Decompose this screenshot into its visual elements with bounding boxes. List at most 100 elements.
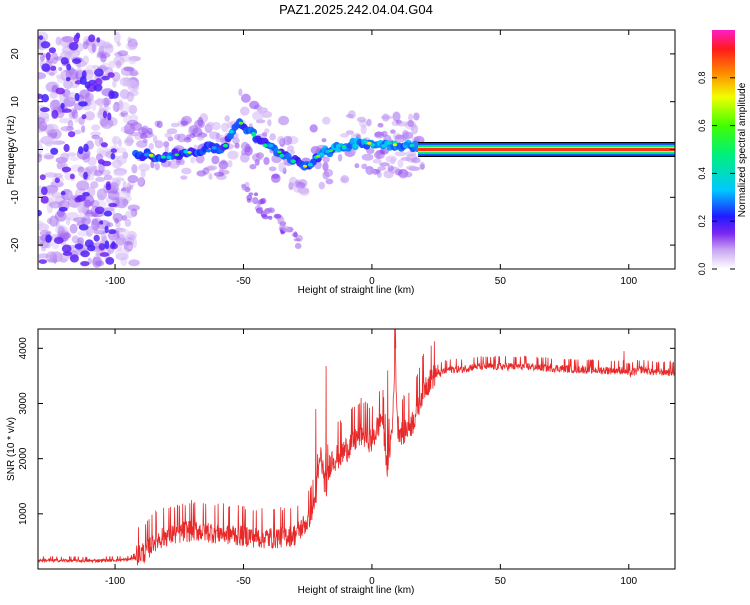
spectrogram-cell-459 — [60, 57, 69, 65]
spectrogram-cell-764 — [164, 132, 172, 138]
spectrogram-cell-689 — [278, 162, 286, 173]
spectrogram-cell-406 — [129, 69, 139, 77]
spectrogram-cell-464 — [53, 237, 64, 244]
spectrogram-cell-814 — [253, 192, 259, 197]
spectrogram-cell-970 — [238, 121, 244, 125]
spectrogram-cell-942 — [183, 150, 189, 154]
spectrogram-cell-316 — [49, 99, 61, 111]
spectrogram-cell-522 — [322, 156, 330, 163]
spectrogram-cell-448 — [62, 251, 73, 256]
spectrogram-cell-707 — [381, 113, 390, 122]
spectrogram-cell-244 — [117, 50, 129, 57]
spectrogram-cell-305 — [61, 36, 75, 43]
spectrogram-cell-303 — [44, 172, 58, 178]
spectrogram-cell-335 — [69, 223, 78, 234]
snr-xtick-label: -100 — [105, 576, 125, 587]
spectrogram-cell-943 — [206, 148, 212, 153]
spectrogram-cell-475 — [103, 210, 113, 217]
spectrogram-cell-283 — [111, 177, 125, 182]
spectrogram-ytick-label: 10 — [10, 96, 21, 108]
spectrogram-cell-563 — [268, 166, 277, 172]
spectrogram-cell-438 — [107, 72, 115, 78]
spectrogram-cell-410 — [127, 79, 140, 91]
spectrogram-cell-807 — [257, 206, 263, 212]
spectrogram-cell-804 — [262, 210, 271, 215]
spectrogram-cell-375 — [118, 190, 128, 200]
spectrogram-cell-393 — [100, 117, 114, 129]
spectrogram-cell-470 — [45, 234, 52, 243]
spectrogram-cell-752 — [240, 106, 250, 116]
spectrogram-cell-499 — [54, 177, 60, 184]
spectrogram-cell-507 — [83, 143, 89, 153]
snr-ylabel: SNR (10 * v/v) — [6, 417, 17, 481]
spectrogram-cell-133 — [128, 58, 137, 65]
spectrogram-cell-370 — [77, 237, 84, 245]
spectrogram-cell-946 — [228, 129, 234, 134]
spectrogram-cell-941 — [166, 155, 172, 160]
spectrogram-cell-963 — [386, 141, 392, 145]
spectrogram-cell-136 — [125, 210, 136, 219]
spectrogram-cell-574 — [267, 119, 272, 127]
colorbar-gradient — [712, 30, 735, 269]
spectrogram-xtick-label: 0 — [369, 276, 375, 287]
spectrogram-cell-345 — [118, 229, 131, 239]
spectrogram-cell-367 — [57, 226, 65, 237]
spectrogram-cell-803 — [260, 214, 268, 218]
spectrogram-cell-978 — [392, 143, 398, 147]
spectrogram-cell-767 — [154, 162, 160, 171]
spectrogram-cell-754 — [148, 142, 154, 151]
spectrogram-cell-701 — [197, 135, 205, 141]
spectrogram-cell-246 — [113, 171, 126, 177]
spectrogram-cell-423 — [50, 147, 59, 155]
spectrogram-cell-460 — [108, 90, 115, 100]
spectrogram-cell-729 — [379, 148, 389, 155]
colorbar-tick-label: 0.0 — [697, 263, 707, 276]
spectrogram-cell-605 — [374, 131, 383, 137]
spectrogram-cell-386 — [118, 100, 124, 111]
spectrogram-cell-800 — [273, 213, 282, 219]
spectrogram-cell-418 — [38, 153, 43, 163]
spectrogram-cell-257 — [127, 204, 140, 211]
spectrogram-cell-726 — [264, 128, 270, 134]
spectrogram-cell-950 — [273, 148, 279, 152]
spectrogram-cell-622 — [211, 155, 220, 165]
spectrogram-cell-314 — [127, 244, 134, 250]
spectrogram-cell-181 — [112, 79, 117, 88]
spectrogram-cell-968 — [174, 153, 179, 157]
spectrogram-cell-380 — [77, 205, 83, 212]
spectrogram-cell-768 — [271, 174, 280, 179]
snr-ytick-label: 4000 — [18, 337, 29, 360]
spectrogram-cell-745 — [252, 110, 264, 121]
spectrogram-cell-412 — [95, 97, 105, 107]
colorbar-label: Normalized spectral amplitude — [737, 82, 748, 217]
spectrogram-cell-558 — [322, 116, 331, 125]
spectrogram-cell-625 — [385, 155, 398, 163]
spectrogram-cell-547 — [127, 175, 139, 183]
spectrogram-cell-352 — [82, 55, 89, 65]
spectrogram-cell-245 — [49, 215, 59, 227]
spectrogram-cell-373 — [109, 181, 119, 194]
spectrogram-cell-531 — [138, 163, 150, 172]
spectrogram-cell-441 — [105, 257, 115, 265]
spectrogram-cell-706 — [405, 165, 417, 171]
spectrogram-cell-484 — [79, 76, 87, 85]
spectrogram-cell-650 — [420, 163, 425, 170]
spectrogram-cell-634 — [289, 176, 297, 186]
spectrogram-cell-425 — [38, 209, 42, 217]
spectrogram-cell-786 — [294, 242, 302, 250]
spectrogram-cell-692 — [366, 118, 372, 127]
spectrogram-cell-659 — [261, 111, 273, 118]
spectrogram-cell-712 — [240, 141, 250, 151]
spectrogram-cell-957 — [335, 144, 342, 148]
spectrogram-cell-763 — [189, 133, 196, 139]
spectrogram-cell-967 — [148, 153, 154, 157]
spectrogram-cell-952 — [290, 159, 296, 163]
spectrogram-cell-469 — [94, 206, 105, 215]
spectrogram-cell-396 — [115, 60, 122, 69]
spectrogram-cell-302 — [55, 74, 65, 80]
figure-title: PAZ1.2025.242.04.04.G04 — [279, 2, 433, 17]
spectrogram-cell-466 — [99, 252, 110, 257]
spectrogram-cell-678 — [372, 158, 382, 164]
spectrogram-cell-53 — [67, 152, 77, 157]
spectrogram-cell-691 — [309, 124, 318, 133]
